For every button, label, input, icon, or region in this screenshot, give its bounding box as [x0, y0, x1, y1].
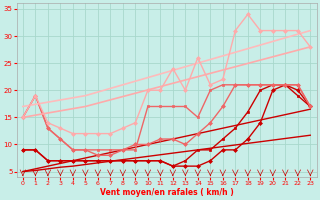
X-axis label: Vent moyen/en rafales ( km/h ): Vent moyen/en rafales ( km/h ): [100, 188, 234, 197]
